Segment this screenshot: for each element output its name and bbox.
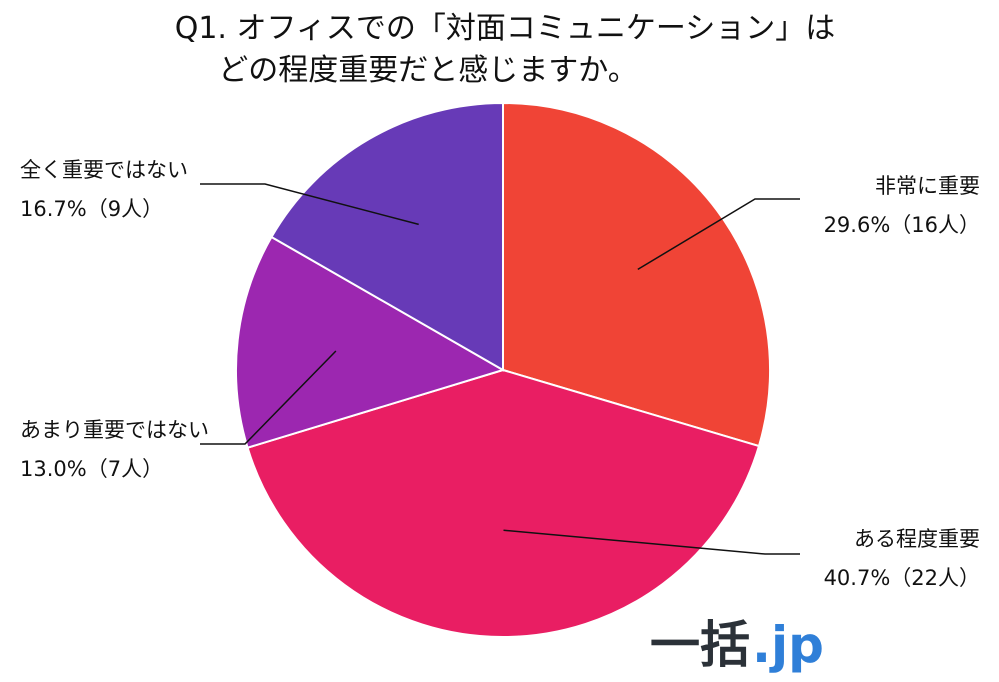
leader-line-very-important [637,198,800,271]
slice-label-not-very-important: あまり重要ではない [20,418,209,442]
chart-title-line-2: どの程度重要だと感じますか。 [218,53,637,88]
pie-slices [235,101,771,638]
slice-value-somewhat-important: 40.7%（22人） [824,566,980,590]
leader-line-somewhat-important [503,529,800,555]
leader-line-not-very-important [200,350,337,445]
pie-slice-not-very-important [235,235,506,449]
slice-value-not-important-at-all: 16.7%（9人） [20,197,163,221]
pie-slice-very-important [502,101,771,448]
slice-label-very-important: 非常に重要 [875,174,980,198]
slice-label-somewhat-important: ある程度重要 [854,527,980,551]
slice-label-not-important-at-all: 全く重要ではない [20,158,188,182]
pie-slice-somewhat-important [246,368,761,638]
ikkatsu-logo: 一括 .jp [650,616,824,674]
logo-suffix-text: .jp [752,616,824,674]
slice-value-not-very-important: 13.0%（7人） [20,457,163,481]
slice-value-very-important: 29.6%（16人） [824,213,980,237]
chart-title-line-1: Q1. オフィスでの「対面コミュニケーション」は [175,11,836,46]
leader-line-not-important-at-all [200,183,419,226]
logo-main-text: 一括 [650,616,750,674]
leader-lines [200,183,800,555]
pie-slice-not-important-at-all [270,101,504,372]
